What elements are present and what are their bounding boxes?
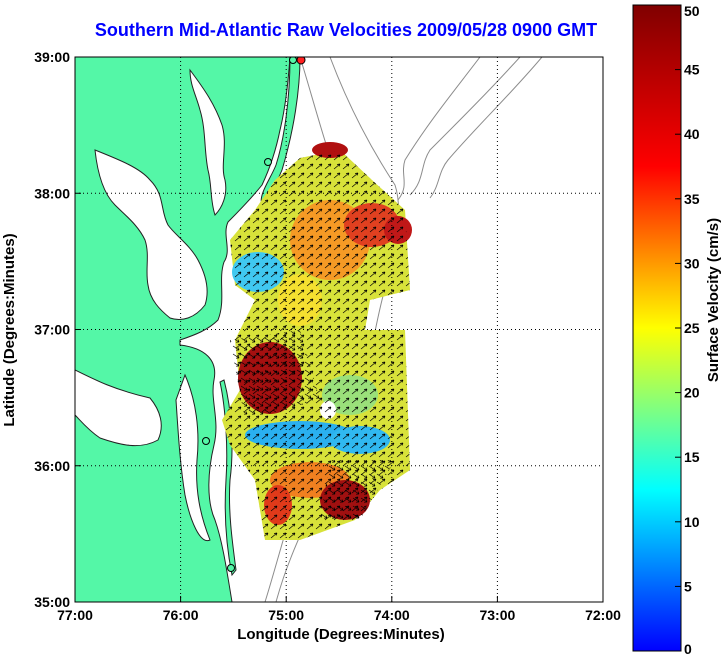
x-tick-label: 73:00 bbox=[479, 607, 515, 623]
colorbar-tick-label: 35 bbox=[684, 191, 700, 207]
x-tick-label: 75:00 bbox=[268, 607, 304, 623]
colorbar-tick-label: 0 bbox=[684, 641, 692, 657]
colorbar-tick-label: 50 bbox=[684, 3, 700, 19]
colorbar-ticks: 0 5 10 15 20 25 30 35 40 45 50 bbox=[675, 3, 700, 657]
colorbar-tick-label: 40 bbox=[684, 126, 700, 142]
colorbar-tick-label: 20 bbox=[684, 385, 700, 401]
y-tick-label: 39:00 bbox=[34, 49, 70, 65]
y-tick-label: 36:00 bbox=[34, 458, 70, 474]
bays bbox=[75, 68, 227, 542]
radar-stations bbox=[202, 57, 306, 572]
colorbar-tick-label: 45 bbox=[684, 62, 700, 78]
x-axis-label: Longitude (Degrees:Minutes) bbox=[237, 626, 445, 643]
y-tick-label: 37:00 bbox=[34, 322, 70, 338]
map-title: Southern Mid-Atlantic Raw Velocities 200… bbox=[94, 20, 598, 40]
colorbar-tick-label: 15 bbox=[684, 449, 700, 465]
x-tick-labels: 77:00 76:00 75:00 74:00 73:00 72:00 bbox=[57, 596, 621, 623]
colorbar-tick-label: 30 bbox=[684, 255, 700, 271]
colorbar-tick-label: 5 bbox=[684, 578, 692, 594]
x-tick-label: 76:00 bbox=[163, 607, 199, 623]
y-tick-label: 38:00 bbox=[34, 185, 70, 201]
x-tick-label: 77:00 bbox=[57, 607, 93, 623]
colorbar-label: Surface Velocity (cm/s) bbox=[705, 218, 722, 382]
x-tick-label: 74:00 bbox=[374, 607, 410, 623]
velocity-field bbox=[222, 142, 412, 540]
x-tick-label: 72:00 bbox=[585, 607, 621, 623]
grid-lines bbox=[75, 57, 603, 602]
y-axis-label: Latitude (Degrees:Minutes) bbox=[1, 233, 18, 426]
colorbar-tick-label: 25 bbox=[684, 320, 700, 336]
y-tick-label: 35:00 bbox=[34, 594, 70, 610]
colorbar-tick-label: 10 bbox=[684, 514, 700, 530]
y-tick-labels: 39:00 38:00 37:00 36:00 35:00 bbox=[34, 49, 81, 610]
colorbar bbox=[632, 4, 682, 652]
